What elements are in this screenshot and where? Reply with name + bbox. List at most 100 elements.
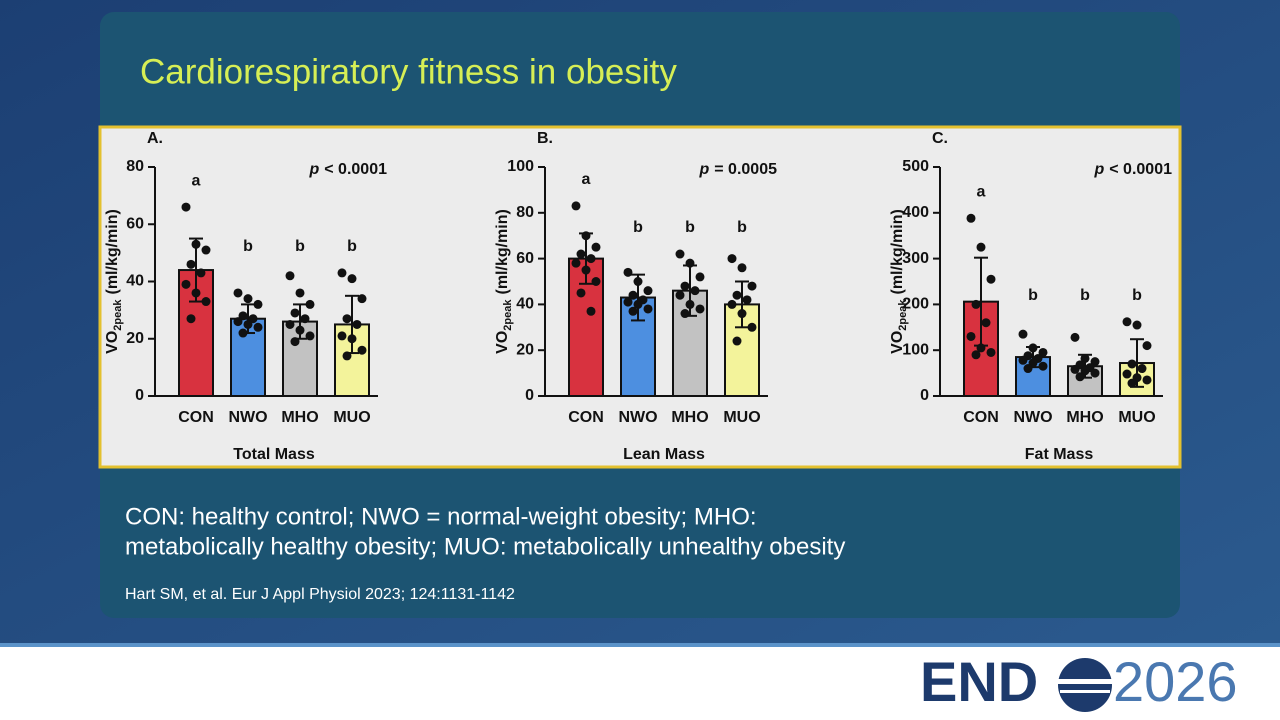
logo-year: 2026 bbox=[1113, 650, 1238, 713]
y-tick-label: 0 bbox=[135, 387, 144, 404]
data-point bbox=[675, 290, 685, 300]
data-point bbox=[233, 288, 243, 298]
y-tick-label: 40 bbox=[126, 273, 144, 290]
data-point bbox=[1080, 353, 1090, 363]
data-point bbox=[747, 281, 757, 291]
data-point bbox=[1132, 320, 1142, 330]
data-point bbox=[680, 309, 690, 319]
group-letter: b bbox=[243, 238, 253, 255]
data-point bbox=[680, 281, 690, 291]
data-point bbox=[643, 286, 653, 296]
y-label-sub: 2peak bbox=[112, 299, 124, 331]
y-tick-label: 80 bbox=[126, 158, 144, 175]
p-number: < 0.0001 bbox=[324, 161, 387, 178]
data-point bbox=[1122, 317, 1132, 327]
citation: Hart SM, et al. Eur J Appl Physiol 2023;… bbox=[125, 586, 515, 603]
data-point bbox=[347, 274, 357, 284]
group-letter: b bbox=[1132, 287, 1142, 304]
caption-line: CON: healthy control; NWO = normal-weigh… bbox=[125, 503, 757, 530]
data-point bbox=[971, 350, 981, 360]
y-tick-label: 80 bbox=[516, 204, 534, 221]
data-point bbox=[342, 314, 352, 324]
x-tick-label: CON bbox=[568, 409, 604, 426]
y-label-main: VO bbox=[889, 331, 906, 354]
data-point bbox=[1018, 329, 1028, 339]
data-point bbox=[1070, 364, 1080, 374]
x-tick-label: NWO bbox=[1013, 409, 1052, 426]
data-point bbox=[300, 314, 310, 324]
data-point bbox=[1028, 343, 1038, 353]
data-point bbox=[342, 351, 352, 361]
x-tick-label: MHO bbox=[671, 409, 708, 426]
y-tick-label: 20 bbox=[516, 341, 534, 358]
data-point bbox=[238, 328, 248, 338]
x-axis-label: Total Mass bbox=[233, 446, 315, 463]
group-letter: a bbox=[192, 172, 201, 189]
data-point bbox=[591, 277, 601, 286]
data-point bbox=[347, 334, 357, 344]
data-point bbox=[285, 319, 295, 329]
data-point bbox=[295, 325, 305, 335]
data-point bbox=[737, 263, 747, 273]
y-tick-label: 60 bbox=[126, 215, 144, 232]
x-axis-label: Fat Mass bbox=[1025, 446, 1094, 463]
group-letter: b bbox=[1028, 287, 1038, 304]
y-tick-label: 500 bbox=[902, 158, 929, 175]
group-letter: a bbox=[977, 184, 986, 201]
x-tick-label: MHO bbox=[281, 409, 318, 426]
data-point bbox=[305, 331, 315, 341]
p-symbol: p bbox=[308, 161, 319, 178]
y-label-main: VO bbox=[104, 331, 121, 354]
data-point bbox=[201, 297, 211, 307]
data-point bbox=[243, 319, 253, 329]
p-number: < 0.0001 bbox=[1109, 161, 1172, 178]
data-point bbox=[747, 322, 757, 332]
data-point bbox=[742, 295, 752, 305]
panel-label: B. bbox=[537, 130, 553, 147]
group-letter: b bbox=[633, 219, 643, 236]
data-point bbox=[732, 336, 742, 346]
data-point bbox=[186, 314, 196, 324]
data-point bbox=[690, 286, 700, 296]
x-tick-label: MUO bbox=[1118, 409, 1155, 426]
p-symbol: p bbox=[1093, 161, 1104, 178]
data-point bbox=[971, 299, 981, 309]
y-tick-label: 200 bbox=[902, 296, 929, 313]
group-letter: b bbox=[737, 219, 747, 236]
y-tick-label: 40 bbox=[516, 296, 534, 313]
footer-rule bbox=[0, 643, 1280, 647]
data-point bbox=[966, 213, 976, 223]
y-tick-label: 100 bbox=[902, 341, 929, 358]
data-point bbox=[1127, 378, 1137, 388]
data-point bbox=[695, 272, 705, 282]
panel-label: C. bbox=[932, 130, 948, 147]
data-point bbox=[1090, 368, 1100, 378]
data-point bbox=[727, 299, 737, 309]
data-point bbox=[685, 299, 695, 309]
y-label-sub: 2peak bbox=[502, 299, 514, 331]
data-point bbox=[295, 288, 305, 298]
panel-label: A. bbox=[147, 130, 163, 147]
data-point bbox=[986, 347, 996, 357]
data-point bbox=[191, 239, 201, 249]
data-point bbox=[181, 202, 191, 212]
data-point bbox=[1142, 375, 1152, 385]
data-point bbox=[976, 343, 986, 353]
logo-globe bbox=[1056, 658, 1114, 712]
x-tick-label: MUO bbox=[723, 409, 760, 426]
data-point bbox=[586, 306, 596, 316]
y-tick-label: 100 bbox=[507, 158, 534, 175]
data-point bbox=[675, 249, 685, 259]
data-point bbox=[253, 322, 263, 332]
y-label-unit: (ml/kg/min) bbox=[494, 209, 511, 294]
p-number: = 0.0005 bbox=[714, 161, 777, 178]
data-point bbox=[623, 297, 633, 307]
y-tick-label: 60 bbox=[516, 250, 534, 267]
data-point bbox=[586, 254, 596, 264]
data-point bbox=[976, 242, 986, 252]
data-point bbox=[986, 274, 996, 284]
data-point bbox=[1075, 372, 1085, 382]
group-letter: b bbox=[685, 219, 695, 236]
x-tick-label: NWO bbox=[228, 409, 267, 426]
